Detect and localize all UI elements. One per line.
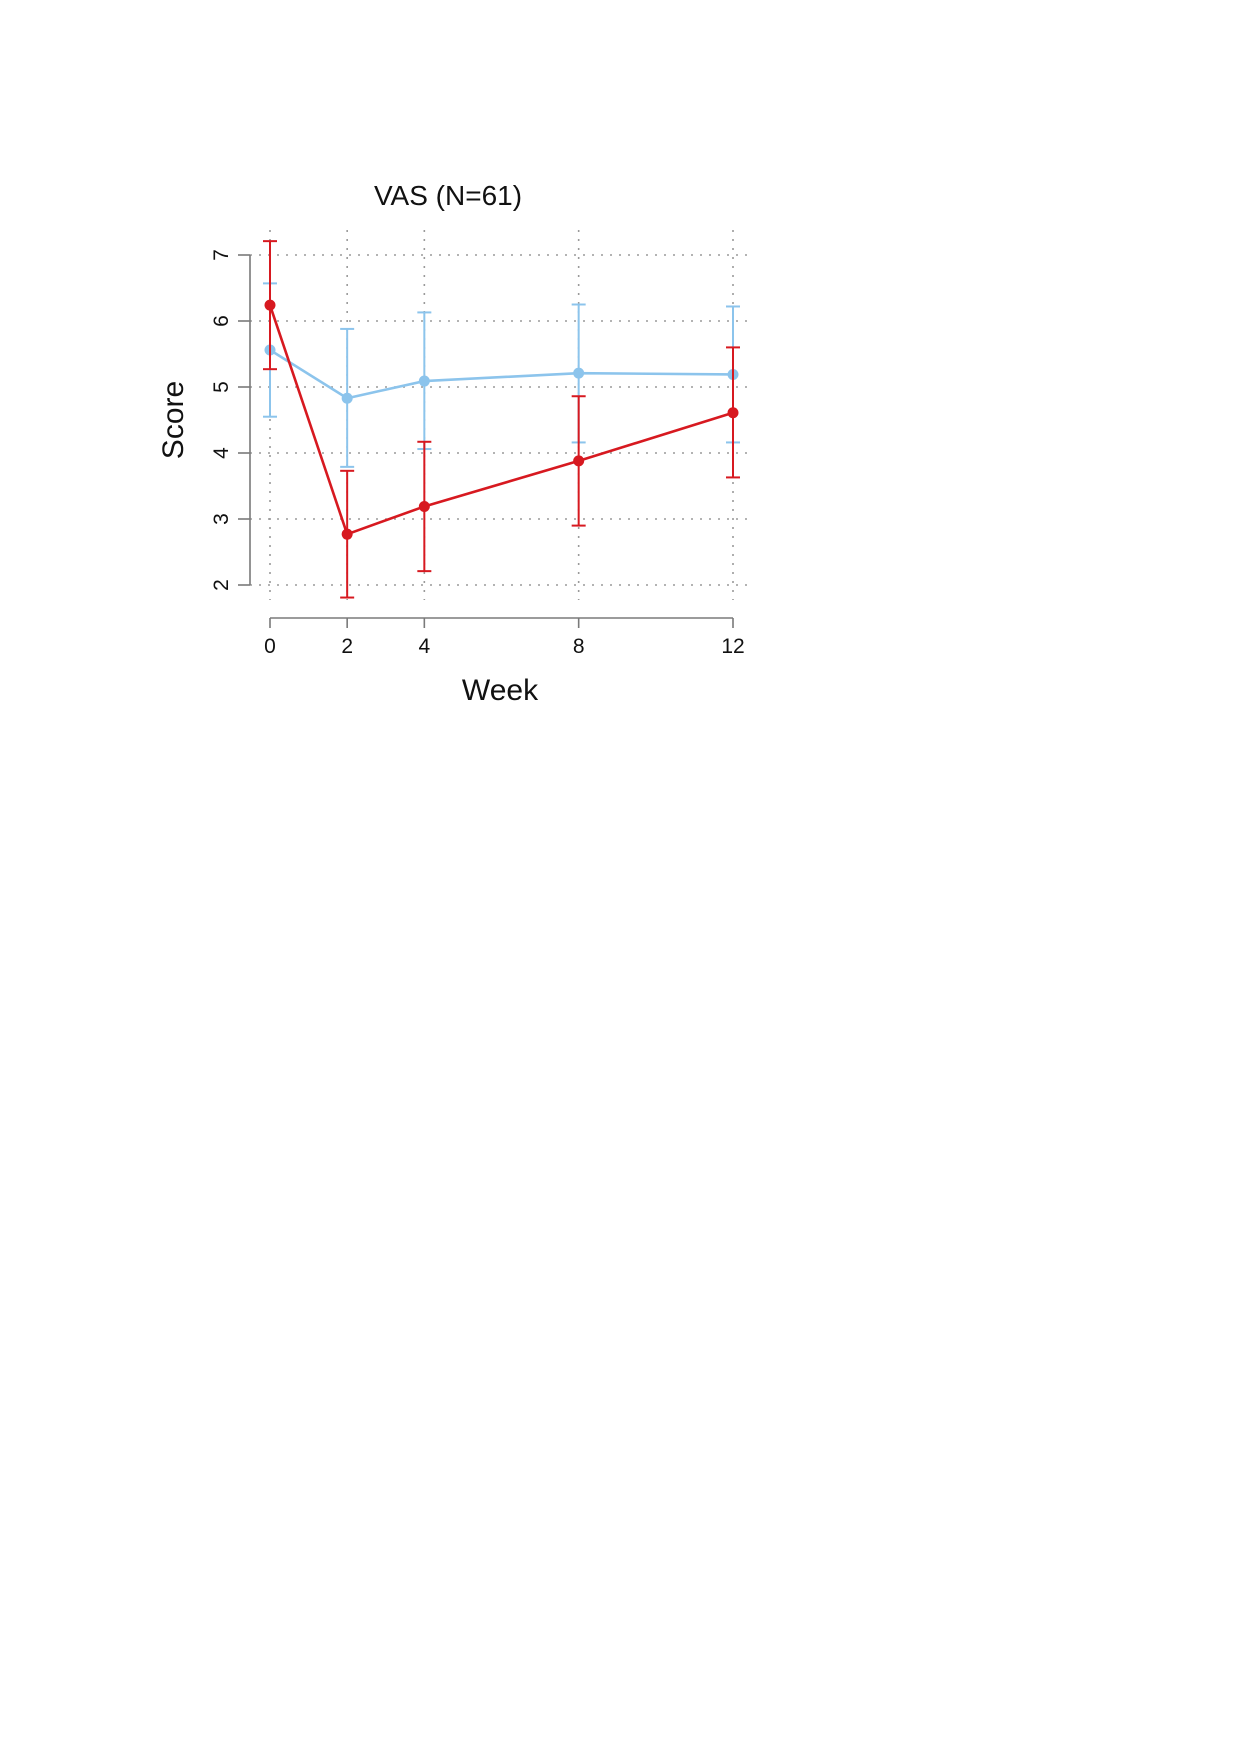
series-line <box>268 304 734 536</box>
x-tick-label: 8 <box>573 635 585 658</box>
data-point <box>341 392 353 404</box>
x-tick-label: 12 <box>721 635 744 658</box>
y-tick-label: 7 <box>210 249 233 261</box>
y-tick-label: 2 <box>210 579 233 591</box>
data-point <box>573 455 585 467</box>
y-tick-label: 3 <box>210 513 233 525</box>
data-point <box>418 500 430 512</box>
x-axis-label: Week <box>462 674 539 707</box>
series-1 <box>263 282 740 468</box>
y-tick-label: 5 <box>210 381 233 393</box>
series <box>263 240 740 599</box>
y-tick-label: 6 <box>210 315 233 327</box>
y-axis-label: Score <box>157 381 190 459</box>
chart-title: VAS (N=61) <box>374 180 522 211</box>
grid <box>250 230 752 600</box>
series-2 <box>263 240 740 599</box>
axes: 2 3 4 5 6 7 0 2 4 8 12 <box>210 249 745 658</box>
series-line <box>269 348 734 400</box>
data-point <box>573 367 585 379</box>
data-point <box>264 299 276 311</box>
x-tick-label: 0 <box>264 635 276 658</box>
data-point <box>727 407 739 419</box>
y-tick-label: 4 <box>210 447 233 459</box>
data-point <box>418 375 430 387</box>
x-tick-label: 2 <box>341 635 353 658</box>
data-point <box>341 528 353 540</box>
x-tick-label: 4 <box>418 635 430 658</box>
